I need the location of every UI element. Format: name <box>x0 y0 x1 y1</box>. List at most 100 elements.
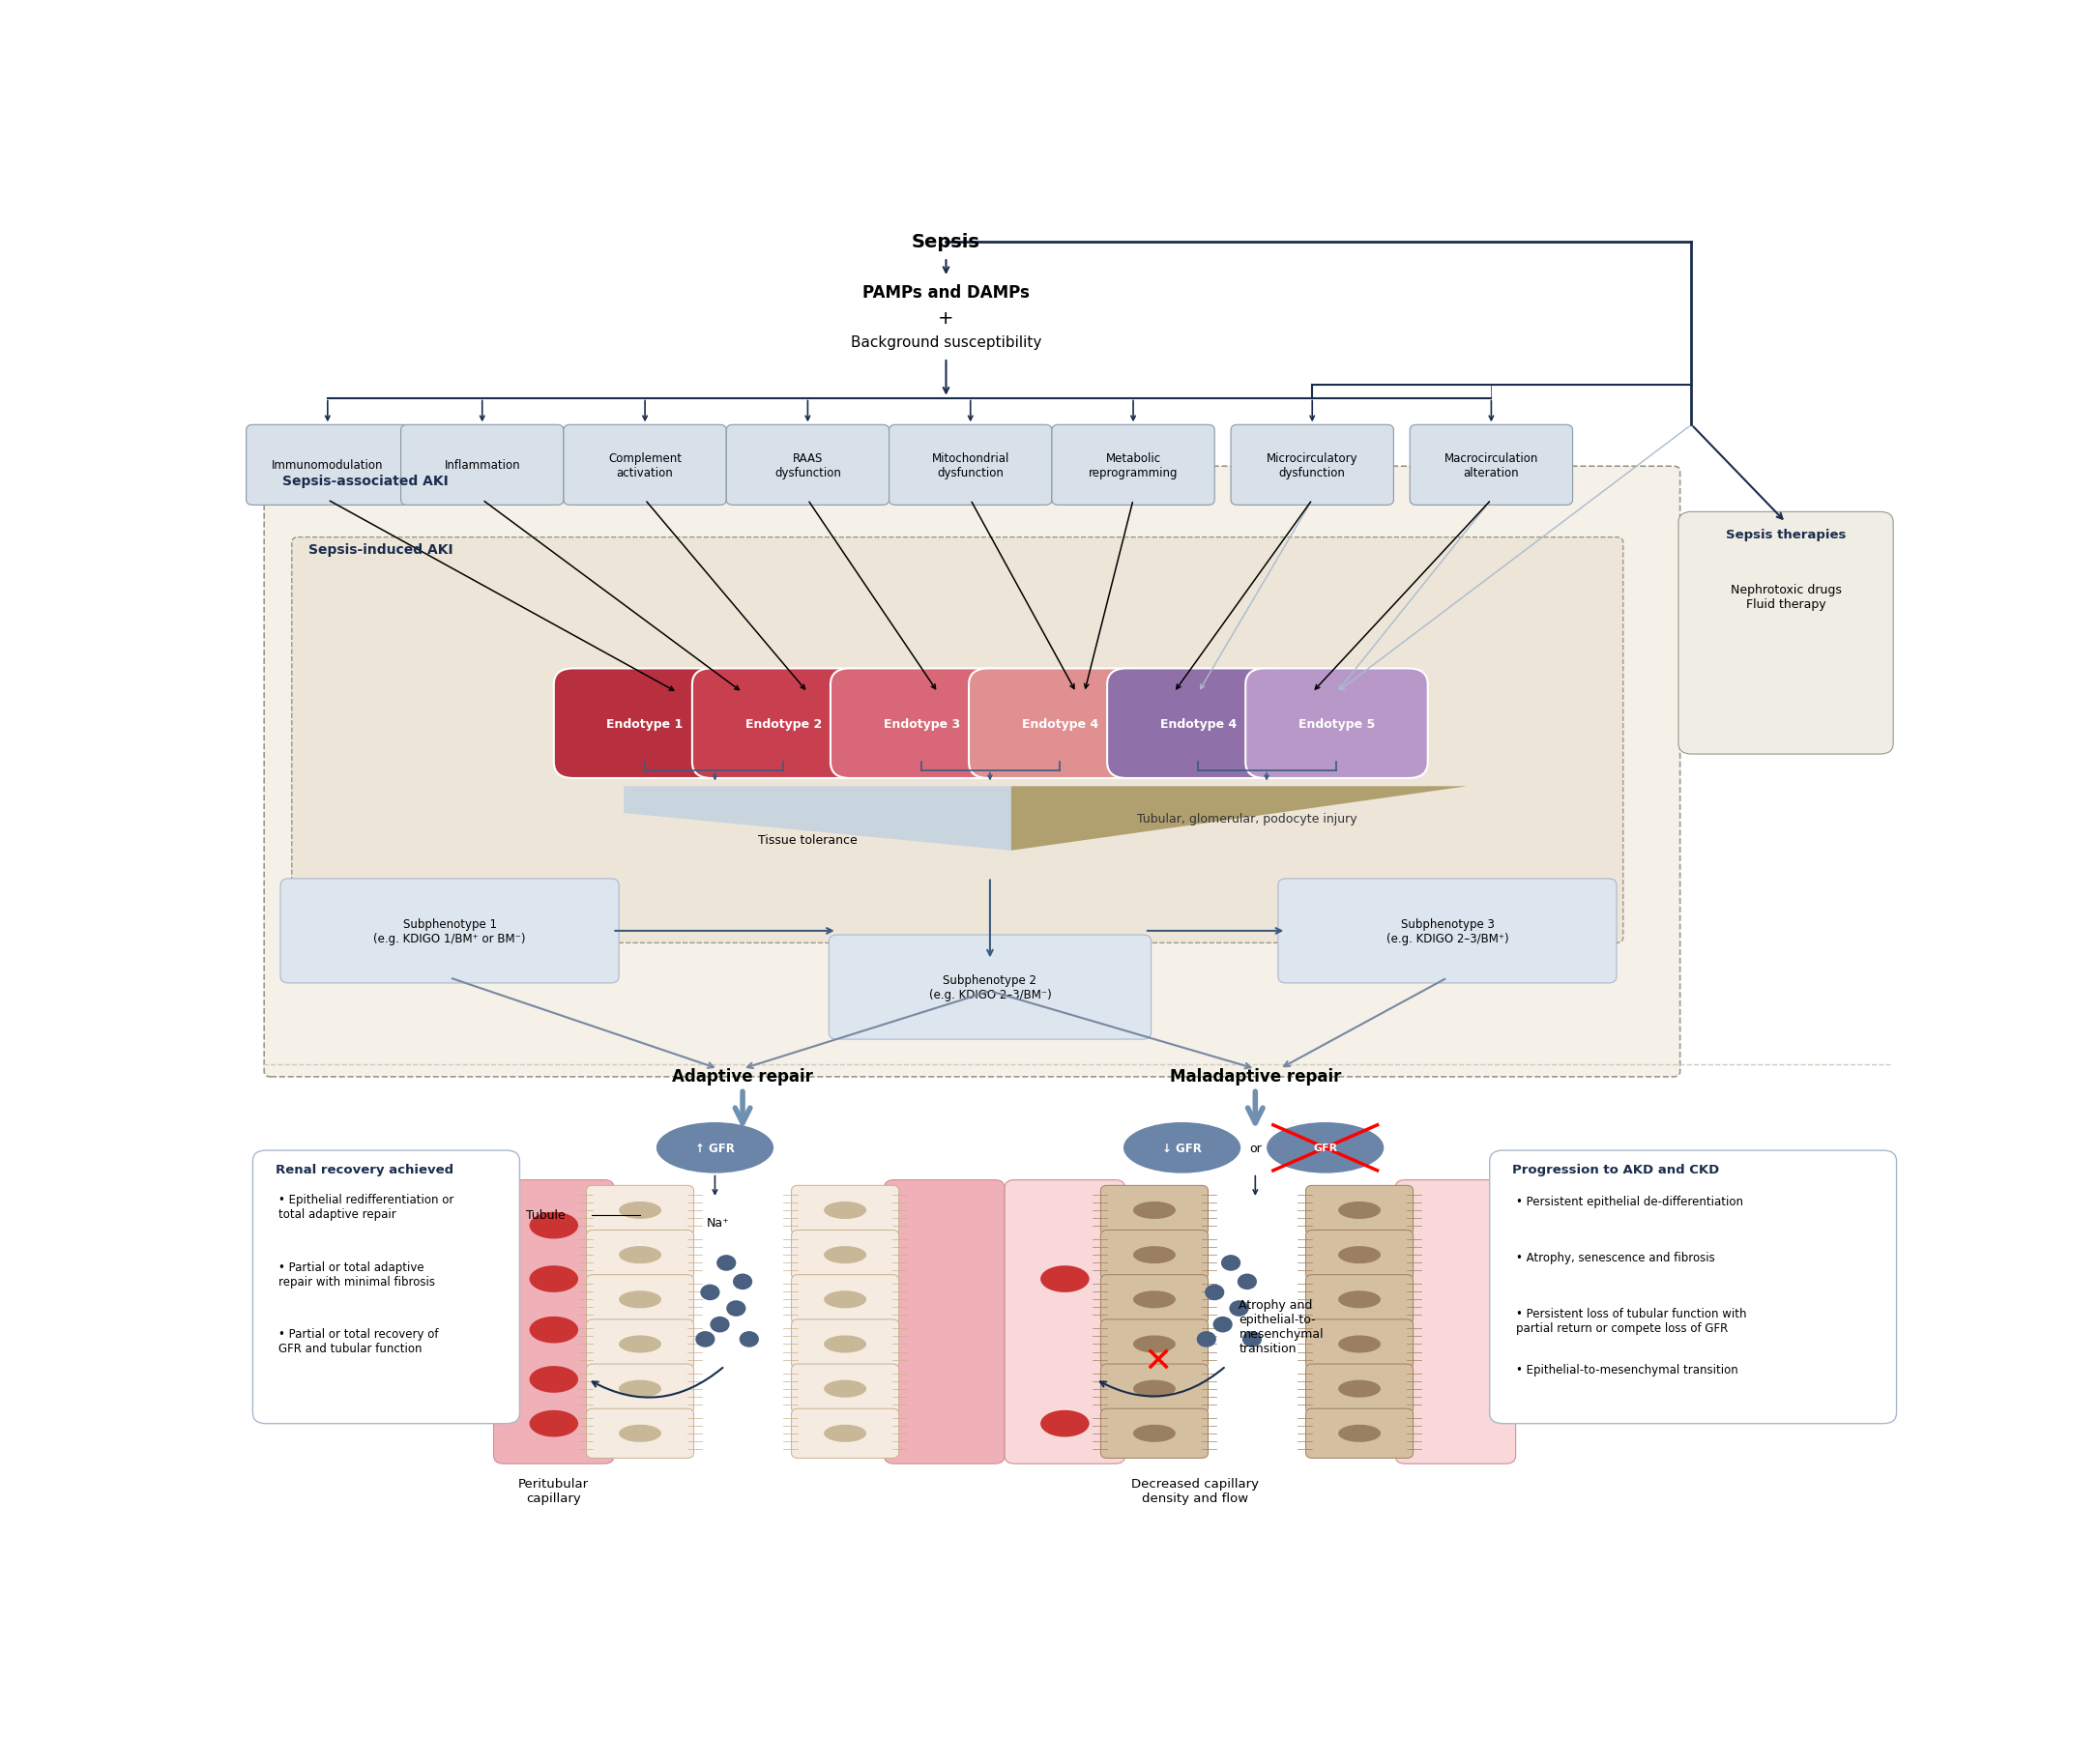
Ellipse shape <box>529 1410 578 1437</box>
FancyBboxPatch shape <box>1100 1410 1208 1458</box>
FancyBboxPatch shape <box>1306 1276 1413 1324</box>
FancyBboxPatch shape <box>1100 1276 1208 1324</box>
Circle shape <box>716 1255 737 1270</box>
Ellipse shape <box>620 1380 662 1397</box>
Text: Renal recovery achieved: Renal recovery achieved <box>275 1163 454 1175</box>
Circle shape <box>1197 1331 1216 1347</box>
Circle shape <box>1237 1274 1258 1290</box>
FancyBboxPatch shape <box>1107 669 1289 779</box>
Text: Mitochondrial
dysfunction: Mitochondrial dysfunction <box>932 452 1010 480</box>
FancyBboxPatch shape <box>586 1185 693 1236</box>
FancyBboxPatch shape <box>292 537 1623 944</box>
Ellipse shape <box>529 1265 578 1293</box>
Circle shape <box>1228 1300 1250 1317</box>
Text: Subphenotype 2
(e.g. KDIGO 2–3/BM⁻): Subphenotype 2 (e.g. KDIGO 2–3/BM⁻) <box>928 973 1052 1001</box>
Ellipse shape <box>1040 1410 1090 1437</box>
FancyBboxPatch shape <box>693 669 874 779</box>
FancyBboxPatch shape <box>586 1410 693 1458</box>
Ellipse shape <box>1040 1265 1090 1293</box>
FancyBboxPatch shape <box>884 1180 1004 1463</box>
FancyBboxPatch shape <box>1306 1231 1413 1279</box>
Text: +: + <box>939 309 953 327</box>
Text: • Partial or total adaptive
repair with minimal fibrosis: • Partial or total adaptive repair with … <box>279 1260 435 1288</box>
Text: Inflammation: Inflammation <box>445 459 521 471</box>
Circle shape <box>1243 1331 1262 1347</box>
Text: Tubular, glomerular, podocyte injury: Tubular, glomerular, podocyte injury <box>1136 813 1357 826</box>
Text: Atrophy and
epithelial-to-
mesenchymal
transition: Atrophy and epithelial-to- mesenchymal t… <box>1239 1298 1323 1354</box>
Text: Decreased capillary
density and flow: Decreased capillary density and flow <box>1132 1477 1258 1503</box>
Text: Tubule: Tubule <box>527 1208 565 1222</box>
Circle shape <box>1220 1255 1241 1270</box>
FancyBboxPatch shape <box>1100 1185 1208 1236</box>
Ellipse shape <box>620 1246 662 1264</box>
FancyBboxPatch shape <box>246 426 410 506</box>
Circle shape <box>695 1331 714 1347</box>
Circle shape <box>733 1274 752 1290</box>
Circle shape <box>699 1284 720 1300</box>
FancyBboxPatch shape <box>792 1364 899 1413</box>
Text: • Epithelial redifferentiation or
total adaptive repair: • Epithelial redifferentiation or total … <box>279 1194 454 1220</box>
Ellipse shape <box>1134 1425 1176 1443</box>
FancyBboxPatch shape <box>968 669 1151 779</box>
Text: Adaptive repair: Adaptive repair <box>672 1067 813 1085</box>
Ellipse shape <box>620 1291 662 1309</box>
FancyBboxPatch shape <box>563 426 727 506</box>
Text: Microcirculatory
dysfunction: Microcirculatory dysfunction <box>1266 452 1359 480</box>
Text: • Atrophy, senescence and fibrosis: • Atrophy, senescence and fibrosis <box>1516 1251 1714 1264</box>
Text: Nephrotoxic drugs
Fluid therapy: Nephrotoxic drugs Fluid therapy <box>1730 584 1842 610</box>
FancyBboxPatch shape <box>792 1185 899 1236</box>
Ellipse shape <box>529 1366 578 1392</box>
FancyBboxPatch shape <box>792 1319 899 1370</box>
Ellipse shape <box>823 1425 867 1443</box>
Ellipse shape <box>529 1317 578 1343</box>
Ellipse shape <box>1338 1291 1380 1309</box>
Circle shape <box>710 1317 729 1333</box>
Text: • Persistent loss of tubular function with
partial return or compete loss of GFR: • Persistent loss of tubular function wi… <box>1516 1307 1747 1335</box>
Ellipse shape <box>1134 1291 1176 1309</box>
Ellipse shape <box>620 1425 662 1443</box>
FancyBboxPatch shape <box>727 426 888 506</box>
Text: Sepsis therapies: Sepsis therapies <box>1726 528 1846 541</box>
Text: Endotype 3: Endotype 3 <box>884 718 960 730</box>
Text: Endotype 2: Endotype 2 <box>745 718 821 730</box>
Text: Progression to AKD and CKD: Progression to AKD and CKD <box>1512 1163 1720 1175</box>
FancyBboxPatch shape <box>1394 1180 1516 1463</box>
Text: PAMPs and DAMPs: PAMPs and DAMPs <box>863 285 1029 302</box>
Text: GFR: GFR <box>1312 1144 1338 1152</box>
Text: Maladaptive repair: Maladaptive repair <box>1170 1067 1342 1085</box>
Ellipse shape <box>1338 1380 1380 1397</box>
Text: Subphenotype 3
(e.g. KDIGO 2–3/BM⁺): Subphenotype 3 (e.g. KDIGO 2–3/BM⁺) <box>1386 918 1508 945</box>
Ellipse shape <box>1338 1335 1380 1352</box>
Text: Peritubular
capillary: Peritubular capillary <box>519 1477 590 1503</box>
Ellipse shape <box>1338 1425 1380 1443</box>
FancyBboxPatch shape <box>792 1410 899 1458</box>
Circle shape <box>1205 1284 1224 1300</box>
Ellipse shape <box>823 1246 867 1264</box>
Polygon shape <box>624 787 1012 852</box>
FancyBboxPatch shape <box>1231 426 1394 506</box>
Polygon shape <box>1012 787 1466 852</box>
FancyBboxPatch shape <box>1100 1364 1208 1413</box>
FancyBboxPatch shape <box>401 426 563 506</box>
FancyArrowPatch shape <box>735 1091 750 1123</box>
Text: Sepsis-associated AKI: Sepsis-associated AKI <box>281 474 447 488</box>
FancyBboxPatch shape <box>1279 879 1617 984</box>
Ellipse shape <box>1124 1123 1241 1173</box>
Ellipse shape <box>620 1201 662 1218</box>
Text: ↓ GFR: ↓ GFR <box>1161 1142 1201 1154</box>
Text: Endotype 4: Endotype 4 <box>1023 718 1098 730</box>
Circle shape <box>739 1331 758 1347</box>
Text: Endotype 5: Endotype 5 <box>1298 718 1376 730</box>
Text: ✕: ✕ <box>1142 1345 1172 1378</box>
Circle shape <box>727 1300 745 1317</box>
Ellipse shape <box>1134 1246 1176 1264</box>
Text: Background susceptibility: Background susceptibility <box>850 335 1042 349</box>
FancyBboxPatch shape <box>830 935 1151 1039</box>
Text: • Partial or total recovery of
GFR and tubular function: • Partial or total recovery of GFR and t… <box>279 1328 439 1354</box>
Ellipse shape <box>1266 1123 1384 1173</box>
FancyArrowPatch shape <box>592 1368 722 1397</box>
Ellipse shape <box>823 1201 867 1218</box>
FancyBboxPatch shape <box>493 1180 613 1463</box>
Ellipse shape <box>1134 1335 1176 1352</box>
Ellipse shape <box>620 1335 662 1352</box>
